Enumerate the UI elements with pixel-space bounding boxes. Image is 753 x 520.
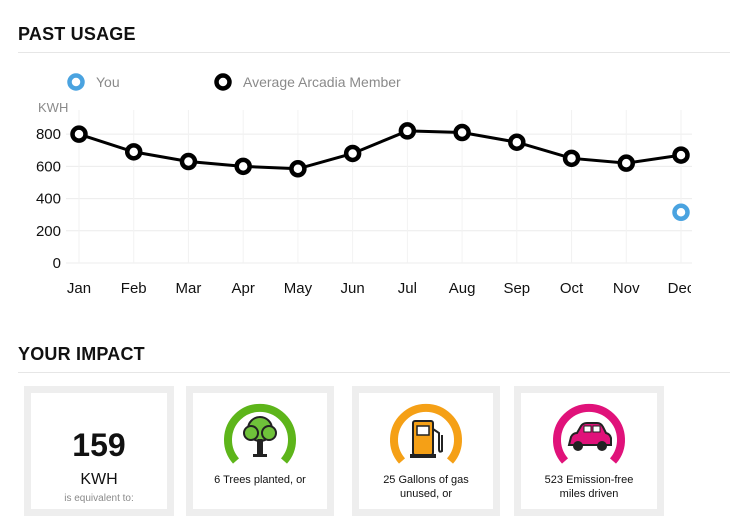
y-axis-unit-label: KWH [38, 100, 68, 115]
series-point-1 [70, 125, 88, 143]
x-tick-label: Sep [503, 280, 530, 297]
your-impact-divider [18, 372, 730, 373]
x-tick-label: Jul [398, 280, 417, 297]
kwh-note: is equivalent to: [64, 493, 134, 504]
kwh-unit: KWH [80, 471, 118, 488]
gas-caption-line2: unused, or [400, 488, 452, 500]
x-axis-ticks: Jan Feb Mar Apr May Jun Jul Aug Sep Oct Nov Dec [67, 280, 695, 297]
impact-card-gas: 25 Gallons of gas unused, or [352, 386, 500, 516]
gas-caption-line1: 25 Gallons of gas [383, 474, 469, 486]
x-tick-label: Dec [668, 280, 695, 297]
x-tick-label: Mar [176, 280, 202, 297]
series-point-1 [289, 160, 307, 178]
y-axis-ticks: 0 200 400 600 800 [36, 126, 61, 272]
series-point-1 [234, 157, 252, 176]
impact-cards: 159 KWH is equivalent to: 6 Trees plante… [24, 386, 730, 518]
impact-card-car: 523 Emission-free miles driven [514, 386, 664, 516]
x-tick-label: Feb [121, 280, 147, 297]
car-icon [553, 403, 625, 464]
impact-card-kwh: 159 KWH is equivalent to: [24, 386, 174, 516]
chart-series-lines [78, 129, 682, 171]
series-line-1 [78, 129, 682, 171]
your-impact-title: YOUR IMPACT [18, 344, 145, 364]
trees-caption-line1: 6 Trees planted, or [214, 474, 306, 486]
series-point-1 [179, 152, 198, 171]
y-tick-label: 0 [53, 255, 61, 272]
x-tick-label: Aug [449, 280, 476, 297]
y-tick-label: 200 [36, 223, 61, 240]
x-tick-label: Apr [232, 280, 255, 297]
kwh-value: 159 [72, 427, 126, 463]
chart-grid [66, 110, 692, 264]
car-caption-line2: miles driven [559, 488, 619, 500]
series-point-0 [672, 203, 690, 222]
series-point-1 [672, 146, 690, 164]
series-point-1 [453, 123, 471, 142]
impact-card-trees: 6 Trees planted, or [186, 386, 334, 516]
car-caption-line1: 523 Emission-free [544, 474, 634, 486]
usage-chart: You Average Arcadia Member KWH 0 200 400 60… [36, 73, 695, 297]
x-tick-label: Jan [67, 280, 91, 297]
car-caption: 523 Emission-free miles driven [525, 473, 653, 501]
tree-icon [224, 403, 296, 464]
gas-pump-icon [390, 403, 462, 464]
x-tick-label: Oct [560, 280, 584, 297]
legend-label-you: You [96, 74, 120, 90]
legend-label-average: Average Arcadia Member [243, 74, 401, 90]
past-usage-divider [18, 52, 730, 53]
series-point-1 [562, 149, 581, 168]
chart-legend: You Average Arcadia Member [67, 73, 401, 91]
y-tick-label: 600 [36, 158, 61, 175]
gas-caption: 25 Gallons of gas unused, or [363, 473, 489, 501]
legend-marker-you [67, 73, 85, 91]
x-tick-label: May [284, 280, 313, 297]
y-tick-label: 800 [36, 126, 61, 143]
series-point-1 [508, 133, 526, 151]
series-point-1 [398, 122, 417, 140]
series-point-1 [343, 144, 362, 163]
legend-marker-average [214, 73, 232, 91]
chart-series-points [70, 122, 690, 222]
trees-caption: 6 Trees planted, or [197, 473, 323, 487]
series-point-1 [617, 154, 636, 172]
past-usage-title: PAST USAGE [18, 24, 136, 44]
series-point-1 [124, 143, 143, 161]
y-tick-label: 400 [36, 191, 61, 208]
x-tick-label: Jun [341, 280, 365, 297]
x-tick-label: Nov [613, 280, 640, 297]
